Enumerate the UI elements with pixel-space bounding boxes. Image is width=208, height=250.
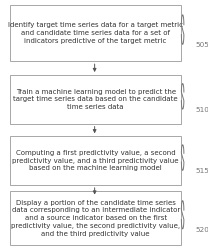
Text: Identify target time series data for a target metric
and candidate time series d: Identify target time series data for a t… [8,22,183,44]
Text: 510: 510 [196,107,208,113]
Bar [10,5,181,61]
Text: Train a machine learning model to predict the
target time series data based on t: Train a machine learning model to predic… [13,89,178,110]
Text: Computing a first predictivity value, a second
predictivity value, and a third p: Computing a first predictivity value, a … [12,150,179,172]
Text: Display a portion of the candidate time series
data corresponding to an intermed: Display a portion of the candidate time … [11,200,180,236]
Text: 515: 515 [196,168,208,174]
Bar [10,136,181,185]
Bar [10,191,181,245]
Text: 520: 520 [196,227,208,233]
Bar [10,75,181,124]
Text: 505: 505 [196,42,208,48]
